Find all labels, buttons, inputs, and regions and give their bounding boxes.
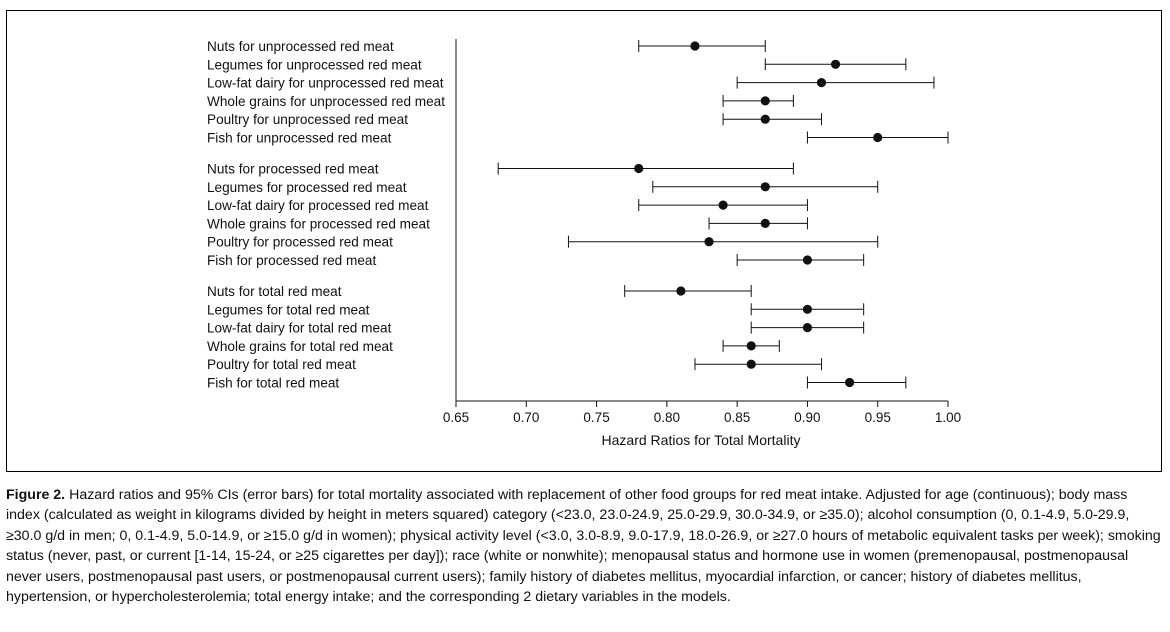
row-label: Legumes for total red meat [207,302,370,317]
hr-point [704,237,714,247]
hr-point [845,377,855,388]
row-label: Whole grains for unprocessed red meat [207,94,445,109]
figure-frame: Nuts for unprocessed red meat Legumes for… [6,10,1162,472]
hr-point [802,304,813,314]
row-label: Nuts for total red meat [207,284,342,299]
row-label: Low-fat dairy for total red meat [207,321,392,336]
row-label: Low-fat dairy for processed red meat [207,198,429,213]
row-label: Whole grains for processed red meat [207,216,430,231]
hr-point [634,163,644,174]
row-label: Fish for total red meat [207,376,339,391]
figure-caption: Figure 2. Hazard ratios and 95% CIs (err… [6,485,1162,607]
row-label: Poultry for processed red meat [207,235,393,250]
hr-point [802,255,813,265]
row-label: Nuts for processed red meat [207,162,379,177]
hr-point [760,96,770,106]
hr-point [760,114,770,124]
caption-label: Figure 2. [6,487,66,503]
hr-point [690,41,700,51]
axes: 0.65 0.70 0.75 0.80 0.85 0.90 0.95 1.00 Hazard R… [443,39,961,448]
x-tick-label: 0.75 [583,410,609,425]
hr-point [830,59,841,69]
hr-point [676,286,686,296]
row-label: Legumes for processed red meat [207,180,407,195]
row-label: Fish for processed red meat [207,253,376,268]
row-label: Whole grains for total red meat [207,339,393,354]
x-tick-label: 0.70 [513,410,539,425]
x-tick-label: 0.90 [794,410,820,425]
hr-point [760,218,770,228]
data-marks [497,40,949,389]
x-tick-label: 0.95 [865,410,891,425]
row-label: Nuts for unprocessed red meat [207,39,394,54]
hr-point [873,132,883,143]
x-tick-label: 1.00 [935,410,961,425]
row-label: Poultry for total red meat [207,357,356,372]
x-axis-label: Hazard Ratios for Total Mortality [602,432,801,448]
row-label: Fish for unprocessed red meat [207,131,392,146]
forest-plot: Nuts for unprocessed red meat Legumes for… [207,39,961,448]
x-tick-label: 0.65 [443,410,469,425]
hr-point [746,359,756,369]
row-labels: Nuts for unprocessed red meat Legumes for… [207,39,445,391]
caption-text: Hazard ratios and 95% CIs (error bars) f… [6,487,1161,606]
hr-point [816,78,827,88]
row-label: Legumes for unprocessed red meat [207,57,422,72]
x-tick-label: 0.80 [654,410,680,425]
x-tick-label: 0.85 [724,410,750,425]
hr-point [802,323,813,333]
hr-point [760,182,770,192]
row-label: Low-fat dairy for unprocessed red meat [207,76,444,91]
hr-point [718,200,728,210]
row-label: Poultry for unprocessed red meat [207,112,408,127]
hr-point [746,341,756,351]
